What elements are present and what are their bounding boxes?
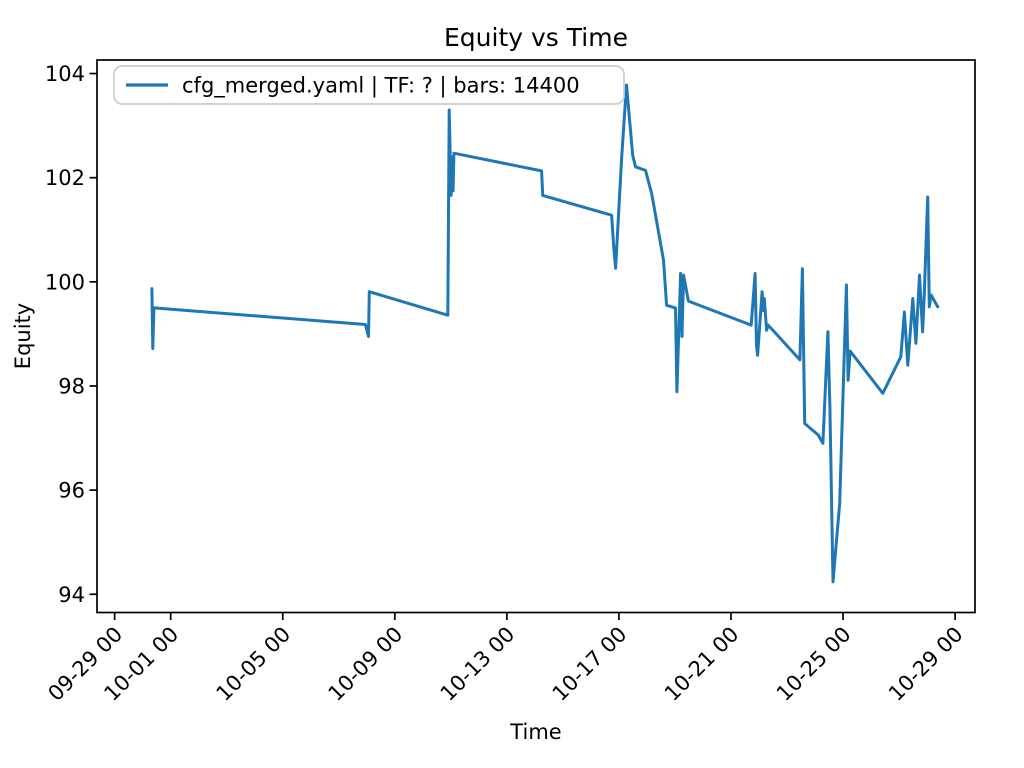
x-tick-label: 10-17 00 — [548, 622, 632, 706]
plot-area — [96, 59, 976, 614]
x-tick-label: 10-25 00 — [772, 622, 856, 706]
x-tick-label: 10-21 00 — [660, 622, 744, 706]
chart-title: Equity vs Time — [444, 23, 628, 52]
y-tick-label: 104 — [45, 62, 85, 86]
x-tick-label: 10-05 00 — [212, 622, 296, 706]
equity-series-line — [150, 83, 940, 584]
x-axis-label: Time — [509, 720, 561, 744]
y-tick-label: 100 — [45, 270, 85, 294]
x-tick-label: 10-13 00 — [436, 622, 520, 706]
y-tick-label: 96 — [58, 479, 85, 503]
y-tick-label: 98 — [58, 374, 85, 398]
x-tick-label: 10-09 00 — [324, 622, 408, 706]
legend-label: cfg_merged.yaml | TF: ? | bars: 14400 — [182, 74, 580, 99]
legend: cfg_merged.yaml | TF: ? | bars: 14400 — [113, 65, 625, 105]
y-axis-label: Equity — [11, 303, 35, 369]
y-tick-label: 102 — [45, 166, 85, 190]
x-tick-label: 10-29 00 — [884, 622, 968, 706]
y-tick-label: 94 — [58, 583, 85, 607]
legend-frame — [113, 65, 625, 105]
